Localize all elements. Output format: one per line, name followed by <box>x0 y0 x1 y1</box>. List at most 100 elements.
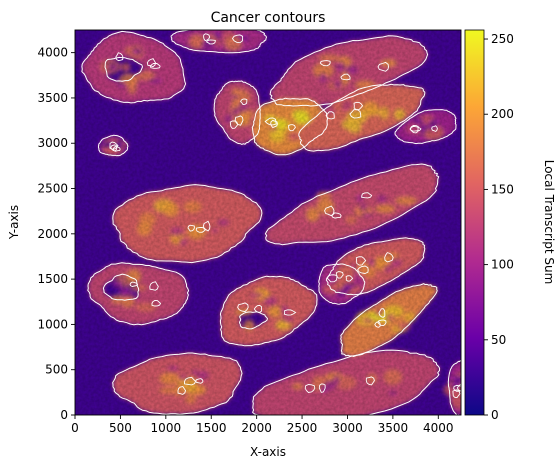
y-tick-label: 3000 <box>37 136 68 150</box>
y-tick-label: 2500 <box>37 182 68 196</box>
y-axis-ticks: 0 500 1000 1500 2000 2500 3000 3500 4000 <box>37 46 75 422</box>
cancer-contour <box>251 97 328 156</box>
y-tick-label: 0 <box>60 408 68 422</box>
contour-island <box>378 308 386 318</box>
cancer-contour <box>112 352 243 415</box>
colorbar-tick-label: 50 <box>491 333 506 347</box>
contour-island <box>205 39 216 45</box>
cancer-contour <box>325 237 426 296</box>
cancer-contour <box>87 262 190 326</box>
contour-island <box>345 275 354 282</box>
contour-island <box>177 385 186 395</box>
contour-island <box>231 34 244 44</box>
cancer-contour <box>340 283 438 357</box>
contour-island <box>234 115 244 126</box>
x-axis-ticks: 0 500 1000 1500 2000 2500 3000 3500 4000 <box>71 415 454 435</box>
cancer-contour <box>97 134 129 157</box>
contour-island <box>377 319 387 327</box>
cancer-contour <box>394 109 457 145</box>
chart-title: Cancer contours <box>211 10 326 26</box>
contour-island <box>355 256 367 266</box>
contour-island <box>184 376 197 386</box>
plot-area <box>75 30 461 415</box>
contour-island <box>149 281 159 291</box>
cancer-contour <box>318 263 366 305</box>
contour-island <box>365 376 375 386</box>
x-tick-label: 1000 <box>151 421 182 435</box>
contour-island <box>110 144 118 152</box>
x-tick-label: 2500 <box>287 421 318 435</box>
contour-island <box>151 300 162 307</box>
contour-island <box>240 98 248 105</box>
contour-island <box>202 220 211 232</box>
y-tick-label: 2000 <box>37 227 68 241</box>
contour-island <box>384 252 394 263</box>
contour-island <box>349 109 362 119</box>
x-tick-label: 2000 <box>241 421 272 435</box>
colorbar-tick-label: 250 <box>491 32 514 46</box>
contour-island <box>146 58 156 68</box>
contour-island <box>335 271 344 279</box>
contour-island <box>187 224 195 232</box>
cancer-contour <box>112 184 263 264</box>
contour-island <box>253 304 263 313</box>
contour-island <box>452 389 461 398</box>
colorbar-tick-label: 0 <box>491 408 499 422</box>
contour-island <box>264 117 277 126</box>
colorbar <box>464 29 485 416</box>
colorbar-tick-label: 150 <box>491 182 514 196</box>
contour-island <box>149 63 161 69</box>
x-tick-label: 4000 <box>423 421 454 435</box>
contour-island <box>319 60 331 67</box>
contour-island <box>361 192 373 199</box>
colorbar-label: Local Transcript Sum <box>542 160 556 285</box>
contour-island <box>431 125 438 133</box>
plot-frame <box>74 29 462 416</box>
colorbar-ticks: 0 50 100 150 200 250 <box>484 32 514 422</box>
contour-island <box>325 111 335 120</box>
contour-island <box>283 309 297 316</box>
contour-island <box>115 52 124 62</box>
contour-island <box>112 146 121 152</box>
colorbar-tick-label: 200 <box>491 107 514 121</box>
contour-island <box>340 73 351 81</box>
x-axis-label: X-axis <box>250 445 286 459</box>
contour-island <box>318 383 326 393</box>
cancer-contour <box>269 35 429 107</box>
x-tick-label: 500 <box>109 421 132 435</box>
x-tick-label: 0 <box>71 421 79 435</box>
contour-island <box>229 120 239 129</box>
cancer-contour <box>298 83 426 152</box>
contour-island <box>288 124 296 132</box>
x-tick-label: 3000 <box>332 421 363 435</box>
y-tick-label: 500 <box>45 363 68 377</box>
contour-island <box>203 33 211 42</box>
contour-island <box>409 124 419 134</box>
cancer-contour <box>170 30 267 54</box>
y-tick-label: 3500 <box>37 91 68 105</box>
contour-island <box>109 141 119 150</box>
contour-island <box>357 265 369 274</box>
contour-island <box>237 302 249 313</box>
contour-island <box>324 205 335 217</box>
cancer-contour <box>447 360 461 415</box>
contour-lines <box>81 30 461 415</box>
cancer-contour <box>252 349 441 415</box>
y-tick-label: 1000 <box>37 317 68 331</box>
contour-island <box>374 321 381 328</box>
contour-island <box>353 101 364 111</box>
cancer-contour <box>213 80 261 145</box>
heatmap-texture <box>75 30 461 415</box>
y-tick-label: 1500 <box>37 272 68 286</box>
y-axis-label: Y-axis <box>7 205 21 240</box>
y-tick-label: 4000 <box>37 46 68 60</box>
contour-island <box>195 227 207 233</box>
contour-island <box>129 281 139 287</box>
contour-island <box>456 383 461 392</box>
cancer-contour <box>81 30 187 104</box>
contour-island <box>377 61 389 72</box>
contour-island <box>304 384 316 393</box>
contour-island <box>326 274 338 283</box>
x-tick-label: 1500 <box>196 421 227 435</box>
